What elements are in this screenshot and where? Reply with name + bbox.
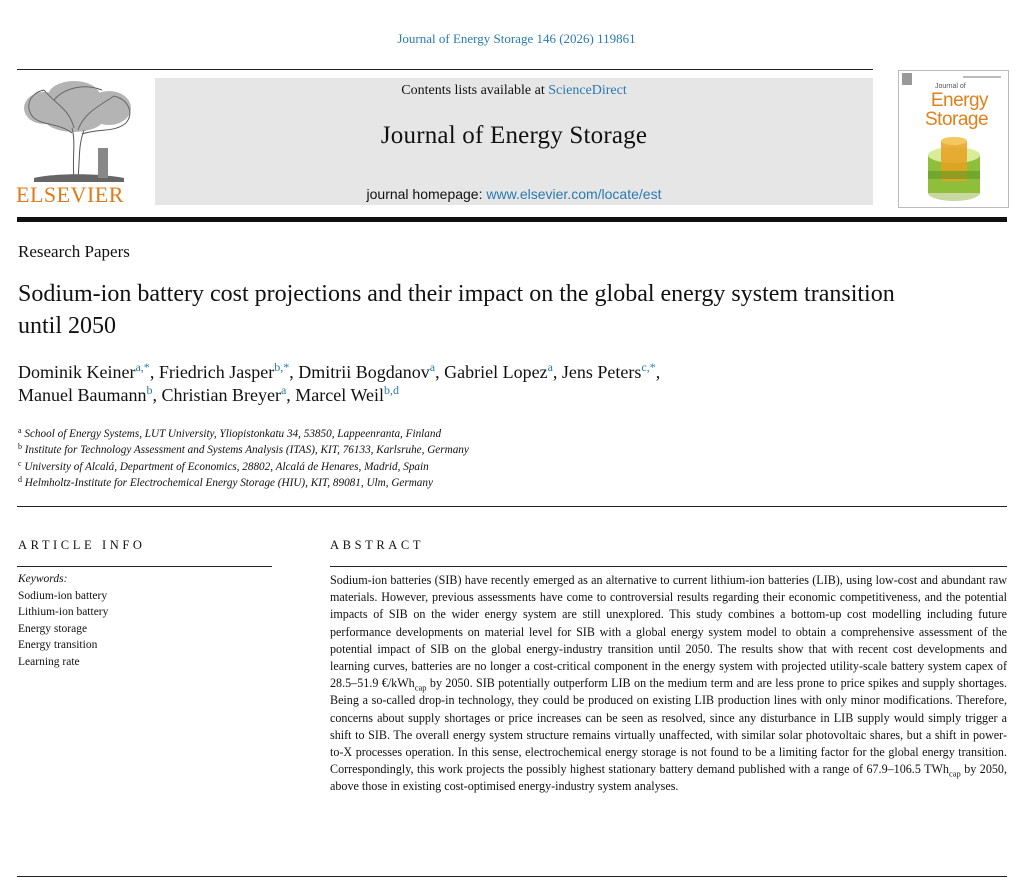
journal-banner: Contents lists available at ScienceDirec… xyxy=(155,78,873,205)
tree-logo-icon xyxy=(24,81,131,182)
author[interactable]: Dominik Keinera,* xyxy=(18,360,150,382)
article-info-heading: ARTICLE INFO xyxy=(18,538,146,552)
article-info-rule xyxy=(17,566,272,567)
citation-link[interactable]: Journal of Energy Storage 146 (2026) 119… xyxy=(397,31,636,46)
author[interactable]: Gabriel Lopeza xyxy=(444,360,553,382)
author[interactable]: Dmitrii Bogdanova xyxy=(298,360,436,382)
keyword: Learning rate xyxy=(18,655,80,668)
contents-line: Contents lists available at ScienceDirec… xyxy=(401,83,627,98)
author[interactable]: Christian Breyera xyxy=(161,383,287,405)
journal-cover[interactable]: Journal of Energy Storage xyxy=(898,70,1009,208)
abstract-heading: ABSTRACT xyxy=(330,538,425,552)
affiliation: b Institute for Technology Assessment an… xyxy=(18,442,469,457)
abstract-rule xyxy=(330,566,1007,567)
keyword: Lithium-ion battery xyxy=(18,606,109,619)
journal-title: Journal of Energy Storage xyxy=(380,122,648,149)
bottom-rule xyxy=(17,876,1007,877)
cover-divider xyxy=(963,76,1001,78)
article-section: Research Papers xyxy=(18,242,130,261)
homepage-link[interactable]: www.elsevier.com/locate/est xyxy=(486,186,662,202)
cover-logo-icon xyxy=(902,73,912,85)
article-title: Sodium-ion battery cost projections and … xyxy=(18,281,895,339)
keywords-label: Keywords: xyxy=(18,573,68,585)
author[interactable]: Marcel Weilb,d xyxy=(295,383,399,405)
sciencedirect-link[interactable]: ScienceDirect xyxy=(548,83,627,98)
affiliation: a School of Energy Systems, LUT Universi… xyxy=(18,426,442,441)
keyword: Energy storage xyxy=(18,622,88,635)
elsevier-wordmark: ELSEVIER xyxy=(16,182,124,207)
cover-battery-graphic-icon xyxy=(928,137,980,201)
cover-prefix: Journal of xyxy=(935,83,966,90)
keywords: Keywords: Sodium-ion battery Lithium-ion… xyxy=(18,571,108,671)
keyword: Sodium-ion battery xyxy=(18,589,108,602)
affiliations: a School of Energy Systems, LUT Universi… xyxy=(18,426,918,492)
elsevier-logo[interactable]: ELSEVIER xyxy=(14,78,140,208)
homepage-line: journal homepage: www.elsevier.com/locat… xyxy=(366,186,662,202)
author[interactable]: Manuel Baumannb xyxy=(18,383,153,405)
cover-title: Energy Storage xyxy=(925,90,989,130)
author-list: Dominik Keinera,*, Friedrich Jasperb,*, … xyxy=(18,360,661,405)
header-rule xyxy=(17,69,873,70)
affiliation: d Helmholtz-Institute for Electrochemica… xyxy=(18,475,433,490)
affiliation: c University of Alcalá, Department of Ec… xyxy=(18,458,429,473)
header-thick-rule xyxy=(17,217,1007,222)
author[interactable]: Jens Petersc,* xyxy=(561,360,656,382)
author[interactable]: Friedrich Jasperb,* xyxy=(158,360,290,382)
abstract-text: Sodium-ion batteries (SIB) have recently… xyxy=(330,573,1007,794)
journal-citation[interactable]: Journal of Energy Storage 146 (2026) 119… xyxy=(0,31,1033,47)
keyword: Energy transition xyxy=(18,639,98,652)
section-rule xyxy=(17,506,1007,507)
